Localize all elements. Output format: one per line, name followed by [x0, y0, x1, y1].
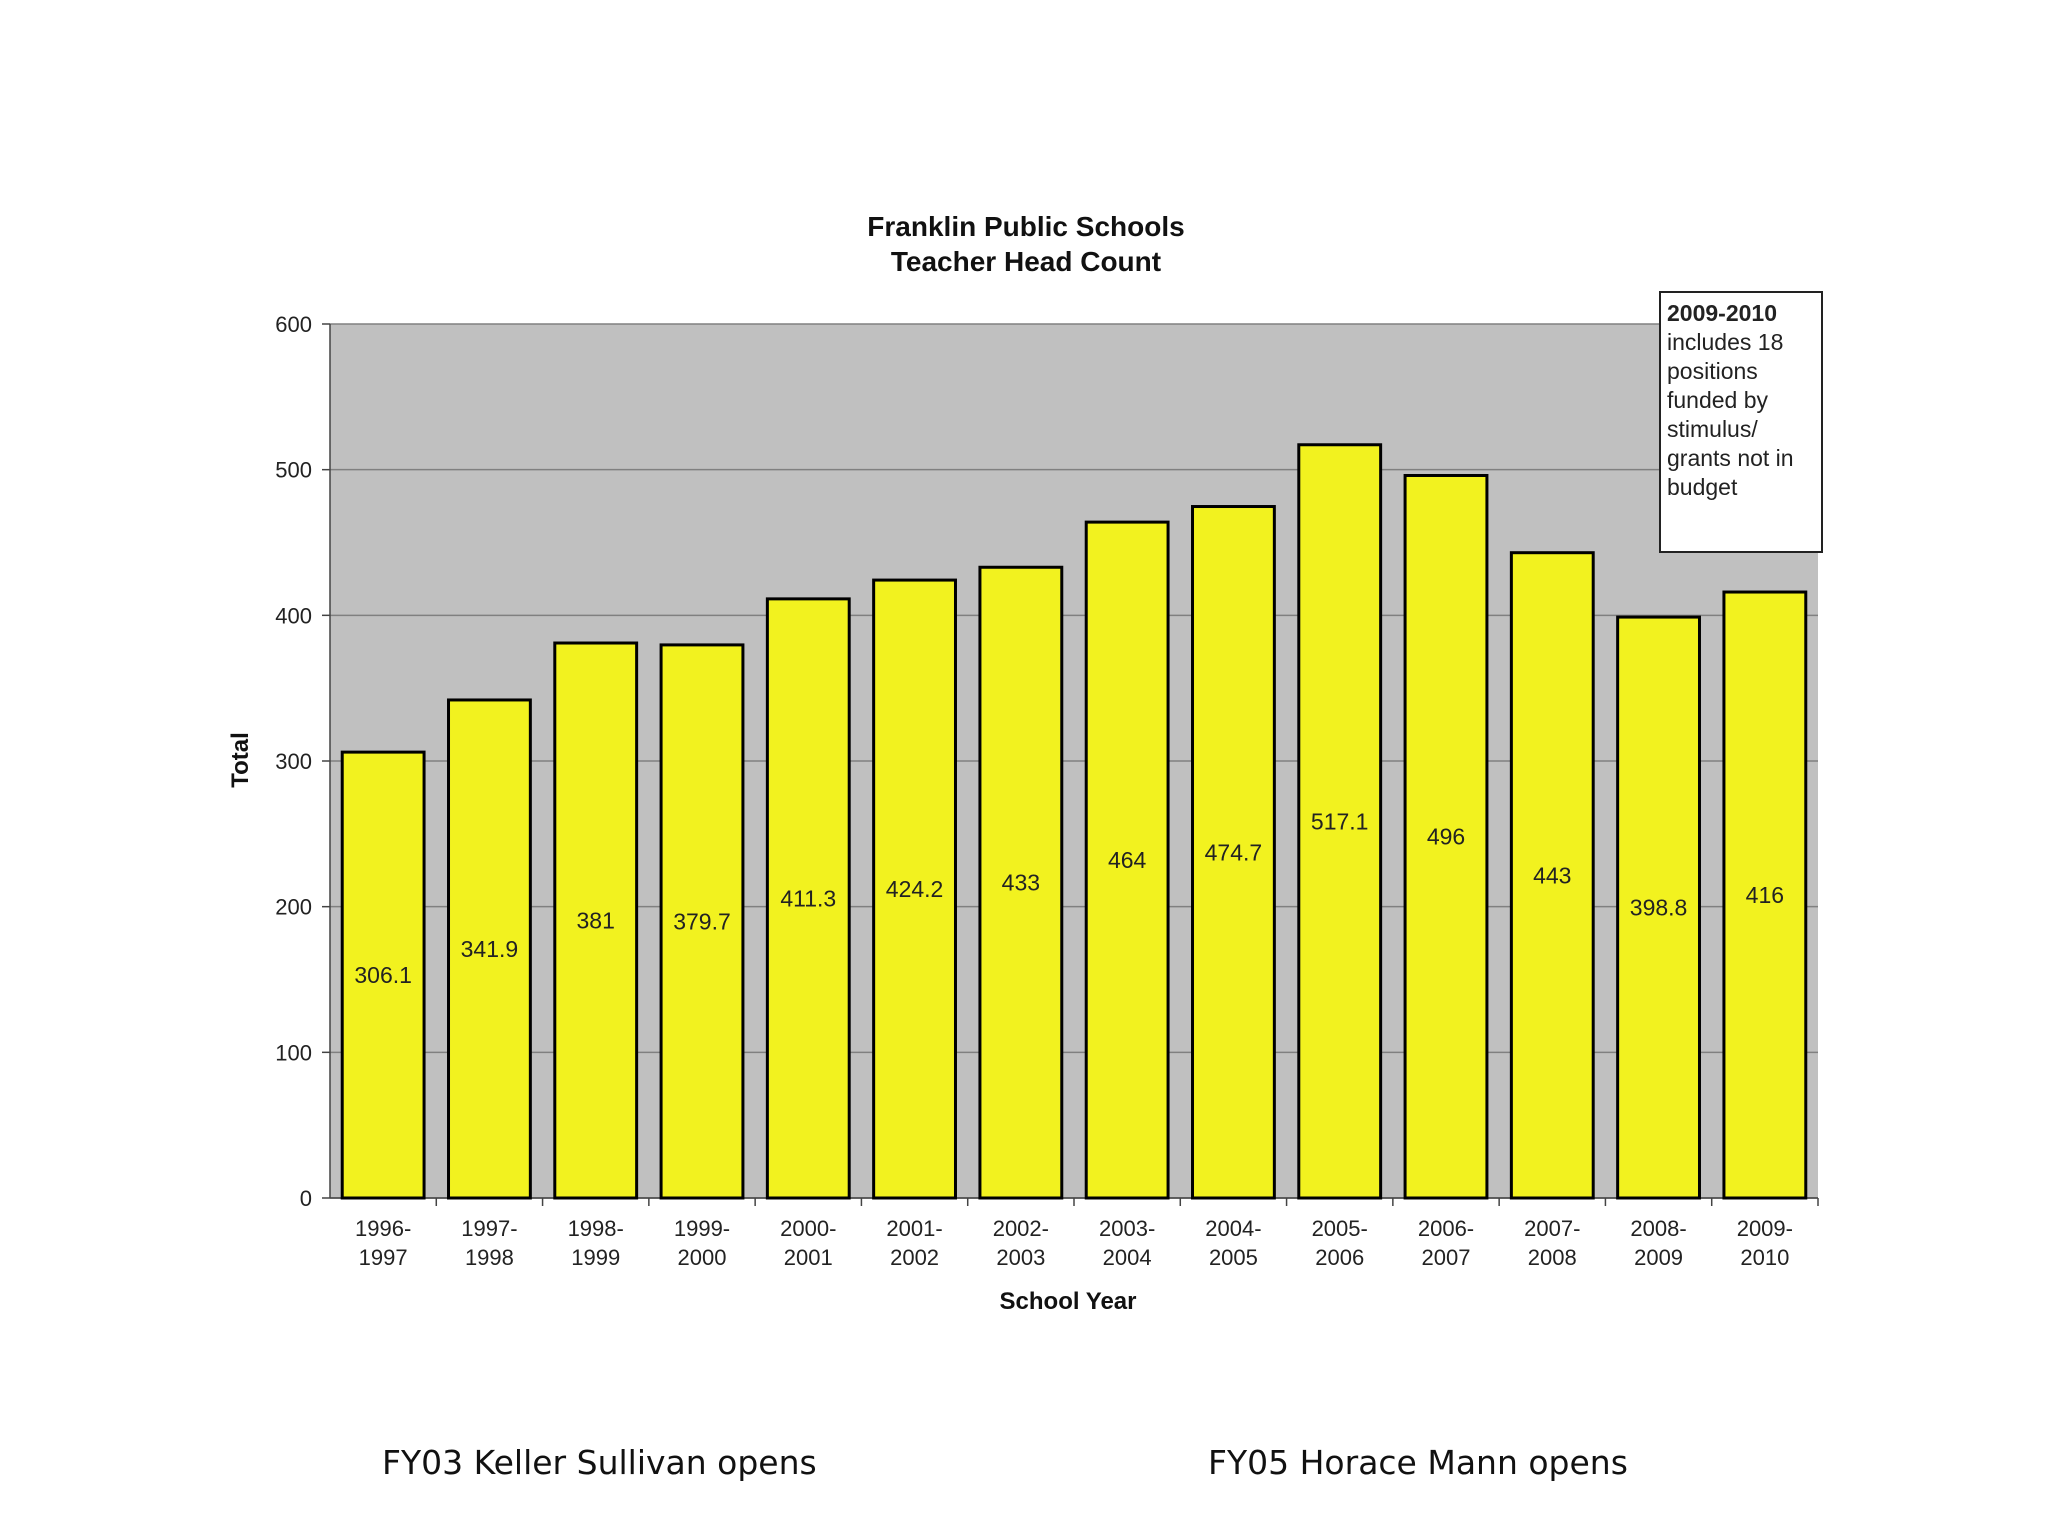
x-tick-label: 2003-	[1099, 1216, 1155, 1241]
bar	[1722, 590, 1808, 1200]
bar-value-label: 379.7	[673, 908, 731, 934]
bar-value-label: 433	[1002, 870, 1040, 896]
x-tick-label: 1997	[359, 1245, 408, 1270]
x-tick-label: 2001	[784, 1245, 833, 1270]
annotation-box: 2009-2010 includes 18 positions funded b…	[1659, 291, 1823, 553]
caption-keller-sullivan: FY03 Keller Sullivan opens	[382, 1443, 817, 1482]
bar-value-label: 398.8	[1630, 895, 1688, 921]
x-tick-label: 2009-	[1737, 1216, 1793, 1241]
bar	[1084, 520, 1170, 1200]
bar-value-label: 474.7	[1205, 839, 1263, 865]
x-tick-label: 1998-	[568, 1216, 624, 1241]
x-tick-label: 2003	[996, 1245, 1045, 1270]
bar	[872, 578, 957, 1200]
bar	[1509, 551, 1595, 1200]
bar	[1297, 443, 1383, 1200]
bar	[1616, 615, 1701, 1200]
y-tick-label: 500	[275, 458, 312, 483]
x-tick-label: 2000-	[780, 1216, 836, 1241]
x-axis-ticks: 1996- 1997 1997- 1998 1998- 1999 1999- 2000 2000…	[355, 1198, 1819, 1270]
bar	[447, 698, 532, 1200]
y-tick-label: 400	[275, 603, 312, 628]
bar-value-label: 496	[1427, 824, 1465, 850]
bars	[340, 443, 1808, 1200]
x-tick-label: 1999-	[674, 1216, 730, 1241]
bar-value-label: 381	[577, 908, 615, 934]
bar-value-labels: 306.1 341.9 381 379.7 411.3 424.2 433 464 474.7 5…	[354, 808, 1784, 988]
annotation-line: includes 18	[1667, 329, 1784, 355]
bar	[659, 643, 745, 1200]
chart-title-line-1: Franklin Public Schools	[867, 211, 1184, 242]
bar	[765, 597, 851, 1200]
bar-value-label: 341.9	[461, 936, 519, 962]
chart-title-line-2: Teacher Head Count	[891, 246, 1161, 277]
x-tick-label: 1997-	[461, 1216, 517, 1241]
bar-value-label: 517.1	[1311, 808, 1369, 834]
x-tick-label: 2008-	[1630, 1216, 1686, 1241]
annotation-line: grants not in	[1667, 445, 1794, 471]
annotation-line: positions	[1667, 358, 1758, 384]
x-tick-label: 2002-	[993, 1216, 1049, 1241]
y-tick-label: 600	[275, 312, 312, 337]
bar-value-label: 464	[1108, 847, 1147, 873]
bar	[340, 750, 426, 1200]
bar-value-label: 306.1	[354, 962, 412, 988]
x-tick-label: 2006-	[1418, 1216, 1474, 1241]
caption-horace-mann: FY05 Horace Mann opens	[1208, 1443, 1628, 1482]
annotation-line: funded by	[1667, 387, 1769, 413]
bar-value-label: 424.2	[886, 876, 944, 902]
bar	[1191, 505, 1276, 1200]
y-axis-title: Total	[227, 732, 254, 788]
annotation-heading: 2009-2010	[1667, 300, 1777, 326]
bar-value-label: 416	[1746, 882, 1784, 908]
x-tick-label: 2008	[1528, 1245, 1577, 1270]
bar	[553, 641, 639, 1200]
x-tick-label: 2005-	[1312, 1216, 1368, 1241]
x-tick-label: 2004	[1103, 1245, 1152, 1270]
bar	[1403, 473, 1489, 1200]
x-axis-title: School Year	[1000, 1288, 1137, 1315]
x-tick-label: 2006	[1315, 1245, 1364, 1270]
bar	[978, 565, 1064, 1200]
bar-value-label: 411.3	[780, 885, 836, 911]
x-tick-label: 2009	[1634, 1245, 1683, 1270]
x-tick-label: 2001-	[886, 1216, 942, 1241]
x-tick-label: 2000	[678, 1245, 727, 1270]
bar-value-label: 443	[1533, 862, 1571, 888]
x-tick-label: 2002	[890, 1245, 939, 1270]
y-tick-label: 0	[300, 1186, 312, 1211]
x-tick-label: 1999	[571, 1245, 620, 1270]
y-tick-label: 300	[275, 749, 312, 774]
annotation-line: budget	[1667, 474, 1738, 500]
x-tick-label: 2005	[1209, 1245, 1258, 1270]
x-tick-label: 1996-	[355, 1216, 411, 1241]
y-tick-label: 200	[275, 895, 312, 920]
x-tick-label: 2010	[1740, 1245, 1789, 1270]
x-tick-label: 2004-	[1205, 1216, 1261, 1241]
y-tick-label: 100	[275, 1040, 312, 1065]
annotation-line: stimulus/	[1667, 416, 1758, 442]
x-tick-label: 1998	[465, 1245, 514, 1270]
x-tick-label: 2007-	[1524, 1216, 1580, 1241]
x-tick-label: 2007	[1422, 1245, 1471, 1270]
